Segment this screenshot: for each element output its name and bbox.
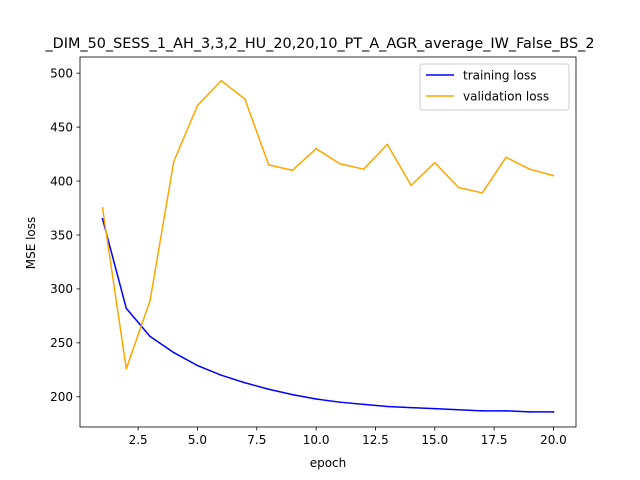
data-point-0-16	[481, 410, 484, 412]
data-point-0-9	[315, 398, 317, 400]
x-tick-label-0: 2.5	[129, 433, 148, 447]
data-point-0-13	[410, 406, 412, 409]
data-point-1-13	[410, 184, 412, 187]
y-axis-title: MSE loss	[24, 217, 38, 270]
data-point-1-17	[505, 156, 507, 159]
y-tick-label-2: 300	[50, 282, 73, 296]
x-tick-label-5: 15.0	[421, 433, 448, 447]
y-tick-label-6: 500	[50, 66, 73, 80]
y-tick-label-1: 250	[50, 336, 73, 350]
data-point-0-10	[339, 401, 341, 403]
data-point-0-6	[244, 381, 246, 384]
data-point-0-8	[291, 393, 294, 396]
data-point-0-2	[149, 335, 151, 338]
data-point-1-16	[481, 192, 484, 194]
data-point-1-0	[101, 207, 104, 209]
data-point-1-11	[362, 168, 365, 170]
y-tick-label-0: 200	[50, 390, 73, 404]
data-point-1-1	[125, 367, 128, 370]
data-point-1-18	[528, 168, 531, 170]
data-point-0-7	[267, 388, 270, 391]
legend-box	[419, 63, 570, 111]
data-point-0-12	[386, 405, 389, 408]
data-point-1-7	[267, 164, 270, 166]
chart-title: _DIM_50_SESS_1_AH_3,3,2_HU_20,20,10_PT_A…	[44, 36, 594, 52]
data-point-1-6	[244, 98, 246, 100]
legend-label-0: training loss	[463, 68, 536, 82]
y-tick-label-4: 400	[50, 174, 73, 188]
data-point-1-15	[457, 186, 460, 189]
data-point-1-12	[386, 143, 389, 146]
legend-label-1: validation loss	[463, 89, 549, 103]
data-point-1-4	[196, 104, 199, 107]
data-point-1-3	[172, 160, 175, 163]
data-point-0-1	[125, 307, 128, 310]
data-point-1-19	[552, 174, 555, 177]
axes-frame	[79, 56, 577, 428]
y-tick-label-5: 450	[50, 120, 73, 134]
data-point-0-18	[528, 411, 531, 413]
data-point-1-2	[149, 299, 151, 302]
data-point-0-14	[433, 407, 436, 410]
x-axis-title: epoch	[310, 456, 347, 470]
data-point-1-8	[291, 169, 294, 172]
data-point-0-15	[457, 408, 460, 411]
x-tick-label-2: 7.5	[247, 433, 266, 447]
x-tick-label-3: 10.0	[303, 433, 330, 447]
data-point-1-9	[315, 147, 317, 150]
data-point-0-5	[220, 374, 223, 377]
series-line-0	[101, 217, 555, 413]
legend: training loss validation loss	[419, 63, 570, 111]
x-tick-label-7: 20.0	[540, 433, 567, 447]
x-tick-label-6: 17.5	[481, 433, 508, 447]
data-point-0-11	[362, 403, 365, 406]
data-point-0-0	[101, 218, 104, 220]
x-tick-label-1: 5.0	[188, 433, 207, 447]
data-point-1-14	[433, 161, 436, 164]
data-point-0-3	[172, 351, 175, 354]
data-point-1-5	[220, 79, 223, 82]
plot-area: 2.5 5.0 7.5 10.0 12.5 15.0 17.5 20.0 200 250 300 35…	[50, 56, 577, 447]
data-point-1-10	[339, 162, 341, 165]
data-point-0-17	[505, 410, 507, 412]
data-point-0-4	[196, 364, 199, 367]
y-tick-label-3: 350	[50, 228, 73, 242]
data-point-0-19	[552, 411, 555, 413]
x-tick-label-4: 12.5	[362, 433, 389, 447]
series-line-1	[101, 79, 555, 370]
